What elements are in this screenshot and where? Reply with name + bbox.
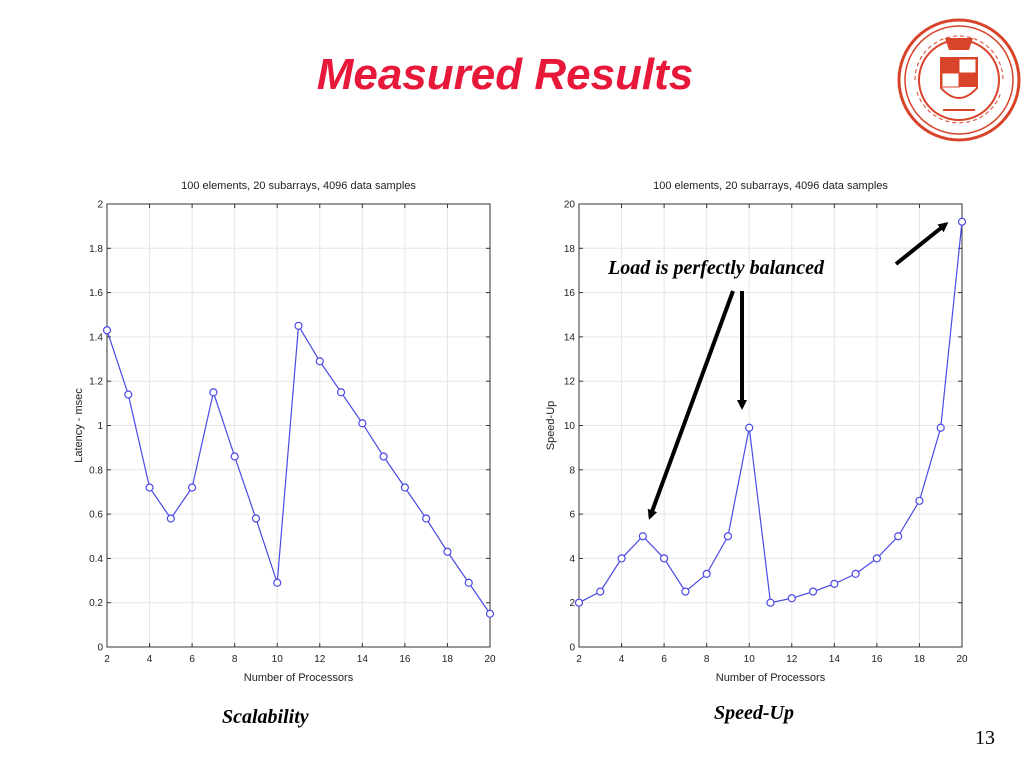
balance-annotation: Load is perfectly balanced [608, 257, 825, 279]
chart-title: 100 elements, 20 subarrays, 4096 data sa… [181, 180, 416, 192]
x-tick-label: 10 [744, 654, 756, 665]
data-point [422, 514, 431, 523]
x-tick-label: 2 [104, 654, 110, 665]
x-tick-label: 12 [786, 654, 798, 665]
data-point [209, 388, 218, 397]
x-tick-label: 18 [914, 654, 926, 665]
data-point [745, 423, 754, 432]
x-tick-label: 6 [661, 654, 667, 665]
data-point [485, 609, 495, 618]
y-axis-label: Speed-Up [545, 401, 557, 451]
y-tick-label: 2 [569, 598, 575, 609]
y-tick-label: 20 [564, 200, 576, 211]
chart-title: 100 elements, 20 subarrays, 4096 data sa… [653, 180, 888, 192]
data-point [915, 496, 924, 505]
data-point [315, 357, 324, 366]
y-tick-label: 2 [97, 200, 103, 211]
data-point [830, 579, 839, 588]
data-point [294, 321, 303, 330]
data-point [766, 598, 775, 607]
y-tick-label: 12 [564, 377, 576, 388]
data-point [808, 587, 818, 596]
x-tick-label: 16 [399, 654, 411, 665]
x-tick-label: 6 [189, 654, 195, 665]
x-tick-label: 16 [871, 654, 883, 665]
y-tick-label: 1.2 [89, 377, 103, 388]
data-point [957, 217, 967, 226]
y-tick-label: 1 [97, 421, 103, 432]
x-tick-label: 4 [147, 654, 153, 665]
data-point [443, 547, 452, 556]
latency-chart-svg: 100 elements, 20 subarrays, 4096 data sa… [73, 180, 496, 684]
y-tick-label: 0.4 [89, 554, 103, 565]
data-point [702, 569, 711, 579]
y-tick-label: 8 [569, 465, 575, 476]
x-axis-label: Number of Processors [244, 672, 354, 684]
data-point [723, 532, 733, 541]
x-tick-label: 2 [576, 654, 582, 665]
x-axis-label: Number of Processors [716, 672, 826, 684]
x-tick-label: 18 [442, 654, 454, 665]
y-tick-label: 0.8 [89, 465, 103, 476]
data-point [145, 483, 154, 492]
y-axis-label: Latency - msec [73, 388, 85, 463]
y-tick-label: 6 [569, 510, 575, 521]
data-point [336, 388, 346, 397]
y-tick-label: 4 [569, 554, 575, 565]
slide-title: Measured Results [316, 50, 694, 99]
data-point [787, 594, 796, 603]
y-tick-label: 10 [564, 421, 576, 432]
data-point [464, 578, 473, 587]
data-point [574, 598, 584, 607]
data-point [251, 514, 261, 523]
data-point [638, 532, 647, 541]
data-point [124, 390, 133, 399]
data-point [230, 452, 239, 461]
speedup-chart-svg: 100 elements, 20 subarrays, 4096 data sa… [545, 180, 968, 684]
data-point [851, 569, 860, 579]
x-tick-label: 14 [829, 654, 841, 665]
y-tick-label: 18 [564, 244, 576, 255]
x-tick-label: 8 [704, 654, 710, 665]
data-point [166, 514, 175, 523]
y-tick-label: 0 [97, 643, 103, 654]
x-tick-label: 12 [314, 654, 326, 665]
data-point [872, 554, 881, 563]
y-tick-label: 1.8 [89, 244, 103, 255]
y-tick-label: 14 [564, 332, 576, 343]
data-point [358, 419, 367, 428]
x-tick-label: 10 [272, 654, 284, 665]
x-tick-label: 4 [619, 654, 625, 665]
x-tick-label: 14 [357, 654, 369, 665]
caption-scalability: Scalability [222, 706, 309, 728]
x-tick-label: 20 [956, 654, 968, 665]
y-tick-label: 0 [569, 643, 575, 654]
data-point [596, 587, 605, 596]
page-number: 13 [975, 727, 995, 749]
y-tick-label: 1.6 [89, 288, 103, 299]
data-point [273, 578, 282, 587]
data-point [681, 587, 690, 596]
data-point [400, 483, 409, 492]
data-point [894, 532, 903, 541]
y-tick-label: 16 [564, 288, 576, 299]
y-tick-label: 1.4 [89, 332, 103, 343]
x-tick-label: 20 [484, 654, 496, 665]
data-point [936, 423, 945, 432]
data-point [379, 452, 388, 461]
speedup-chart: 100 elements, 20 subarrays, 4096 data sa… [542, 168, 982, 693]
caption-speedup: Speed-Up [714, 702, 794, 724]
y-tick-label: 0.6 [89, 510, 103, 521]
data-point [617, 554, 626, 563]
latency-chart: 100 elements, 20 subarrays, 4096 data sa… [70, 168, 510, 693]
data-point [102, 326, 112, 335]
data-point [660, 554, 669, 563]
university-seal-icon [897, 18, 1021, 142]
y-tick-label: 0.2 [89, 598, 103, 609]
x-tick-label: 8 [232, 654, 238, 665]
data-point [188, 483, 197, 492]
